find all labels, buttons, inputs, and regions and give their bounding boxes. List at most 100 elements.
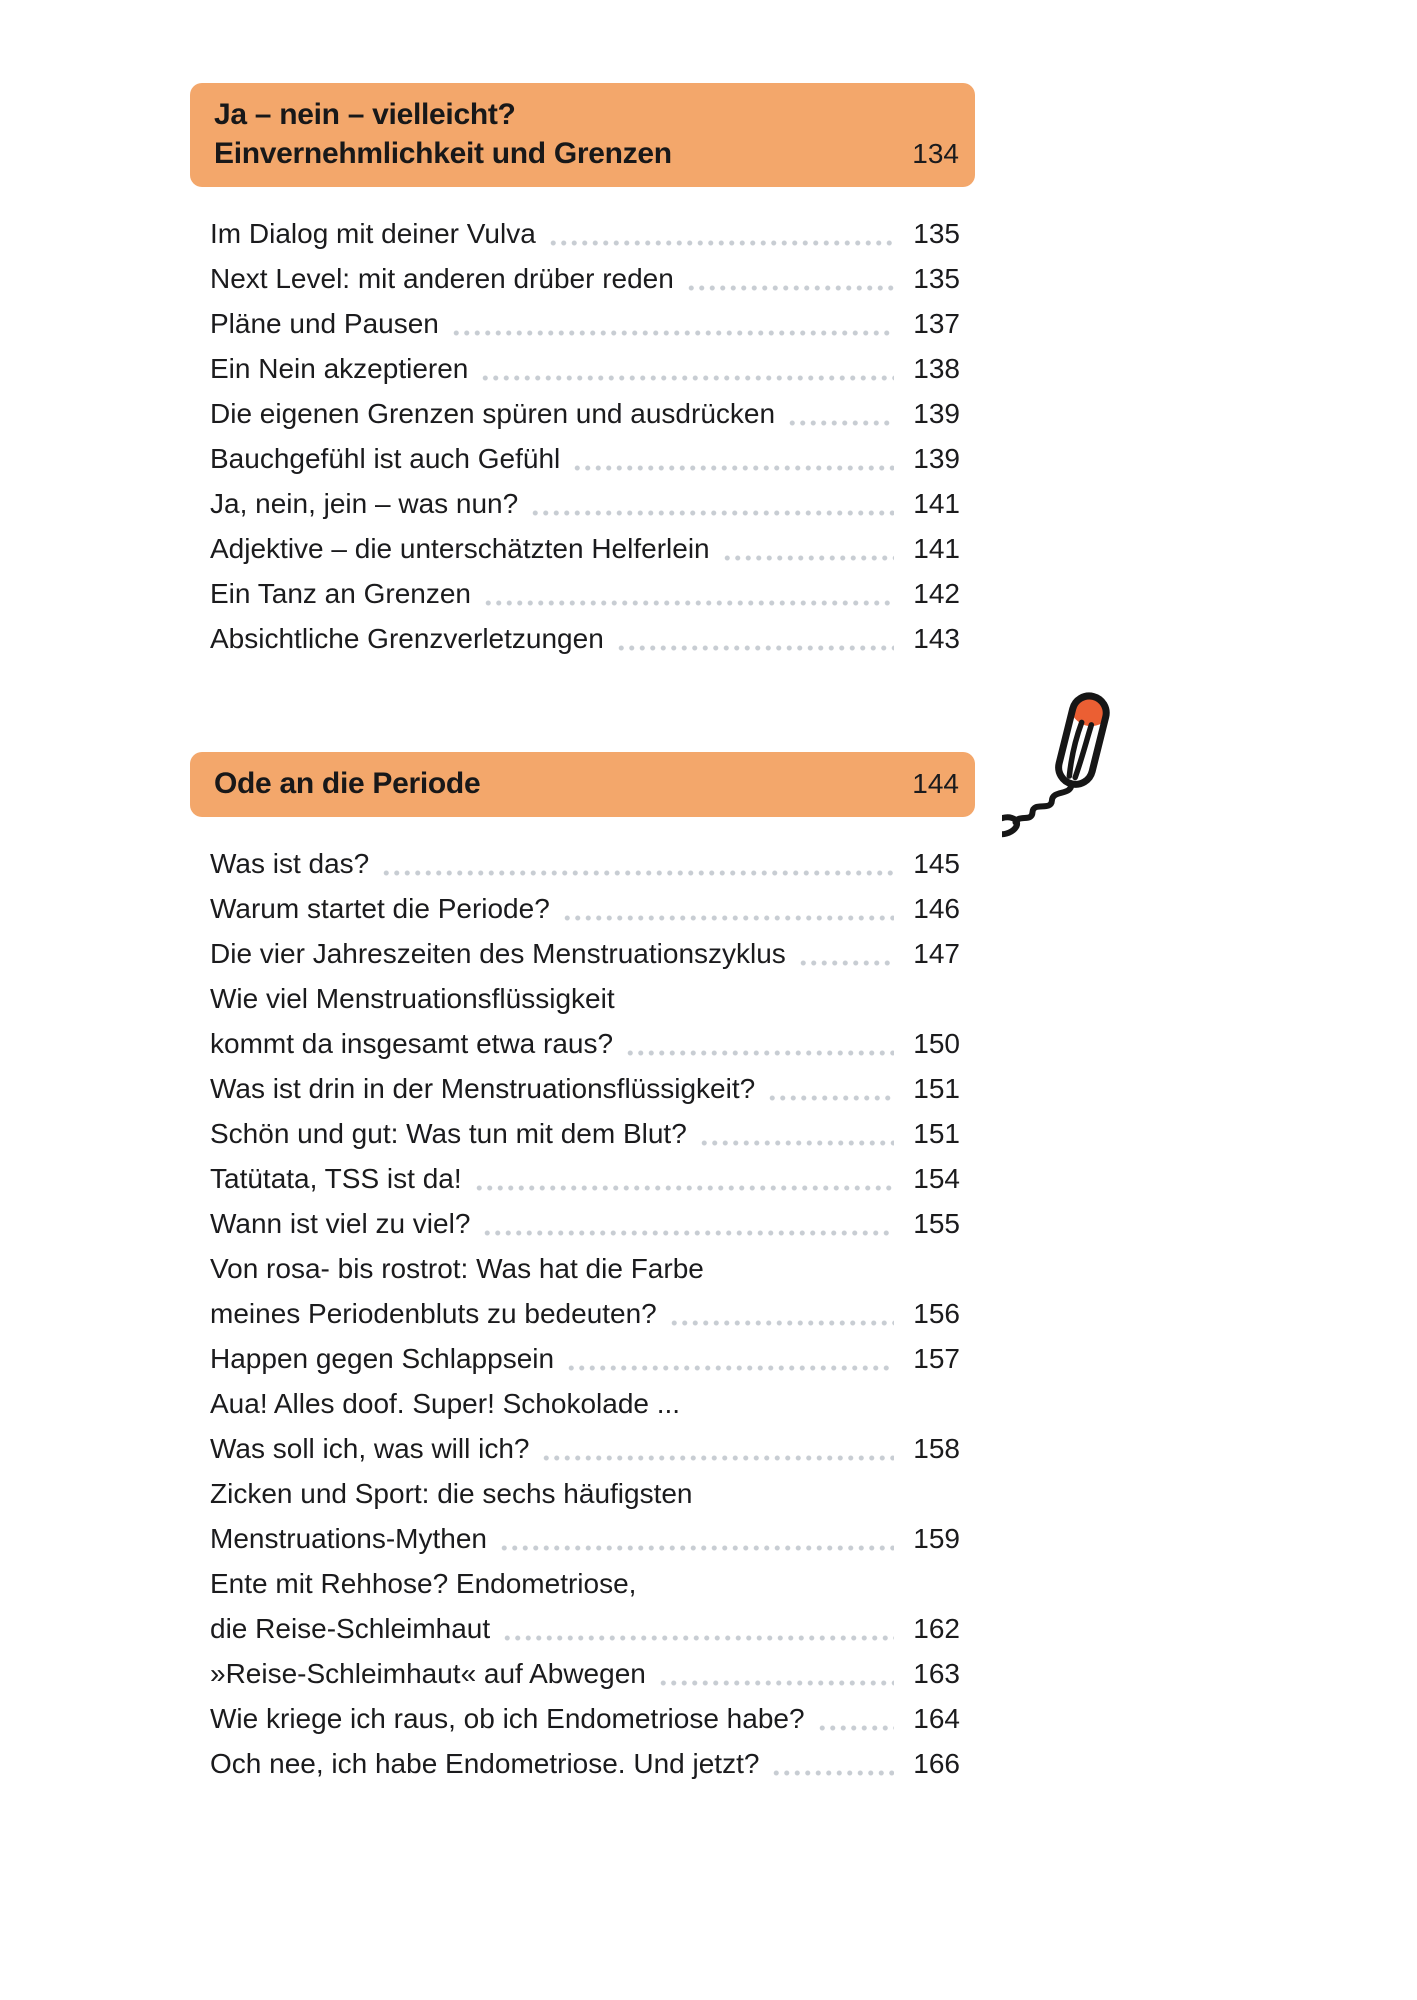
dot-leader <box>381 841 894 886</box>
toc-entry: Die vier Jahreszeiten des Menstruationsz… <box>210 931 960 976</box>
dot-leader <box>482 571 894 616</box>
entry-page-number: 137 <box>913 308 960 339</box>
section-header: Ja – nein – vielleicht? Einvernehmlichkei… <box>190 83 975 187</box>
section-title-line: Ode an die Periode <box>214 767 481 800</box>
dot-leader <box>566 1336 894 1381</box>
entry-page-number: 162 <box>913 1613 960 1644</box>
entry-title: Die vier Jahreszeiten des Menstruationsz… <box>210 938 786 969</box>
toc-section: Ja – nein – vielleicht? Einvernehmlichkei… <box>190 83 975 661</box>
dot-leader <box>499 1516 894 1561</box>
toc-entry: Von rosa- bis rostrot: Was hat die Farbe <box>210 1246 960 1291</box>
toc-entry: meines Periodenbluts zu bedeuten? 156 <box>210 1291 960 1336</box>
dot-leader <box>698 1111 894 1156</box>
toc-entry: Wie viel Menstruationsflüssigkeit <box>210 976 960 1021</box>
dot-leader <box>668 1291 894 1336</box>
toc-entry: Was ist das? 145 <box>210 841 960 886</box>
section-title-line: Ja – nein – vielleicht? <box>214 98 516 131</box>
entry-title: Wie viel Menstruationsflüssigkeit <box>210 983 615 1014</box>
toc-entry: »Reise-Schleimhaut« auf Abwegen 163 <box>210 1651 960 1696</box>
entry-title: Tatütata, TSS ist da! <box>210 1163 462 1194</box>
toc-entry: Zicken und Sport: die sechs häufigsten <box>210 1471 960 1516</box>
section-page-number: 134 <box>912 138 959 169</box>
entry-title: Von rosa- bis rostrot: Was hat die Farbe <box>210 1253 704 1284</box>
toc-section: Ode an die Periode 144 Was ist das? 145 Waru… <box>190 752 975 1786</box>
entry-title: Ja, nein, jein – was nun? <box>210 488 519 519</box>
dot-leader <box>547 211 894 256</box>
entry-page-number: 156 <box>913 1298 960 1329</box>
dot-leader <box>767 1066 894 1111</box>
entry-page-number: 164 <box>913 1703 960 1734</box>
tampon-string <box>1012 780 1075 826</box>
toc-entry: Was soll ich, was will ich? 158 <box>210 1426 960 1471</box>
toc-entry: Menstruations-Mythen 159 <box>210 1516 960 1561</box>
entry-page-number: 155 <box>913 1208 960 1239</box>
entry-title: Im Dialog mit deiner Vulva <box>210 218 536 249</box>
entry-title: Wann ist viel zu viel? <box>210 1208 471 1239</box>
entry-title: Warum startet die Periode? <box>210 893 550 924</box>
entry-title: Adjektive – die unterschätzten Helferlei… <box>210 533 710 564</box>
section-title-line: Einvernehmlichkeit und Grenzen <box>214 137 672 170</box>
dot-leader <box>480 346 894 391</box>
toc-entry: Adjektive – die unterschätzten Helferlei… <box>210 526 960 571</box>
entry-title: Ente mit Rehhose? Endometriose, <box>210 1568 637 1599</box>
entry-page-number: 139 <box>913 443 960 474</box>
toc-entry: Pläne und Pausen 137 <box>210 301 960 346</box>
toc-entry: Schön und gut: Was tun mit dem Blut? 151 <box>210 1111 960 1156</box>
dot-leader <box>502 1606 894 1651</box>
entry-page-number: 154 <box>913 1163 960 1194</box>
entry-title: Was ist drin in der Menstruationsflüssig… <box>210 1073 756 1104</box>
entry-page-number: 141 <box>913 533 960 564</box>
tampon-string-loop <box>1002 814 1021 838</box>
toc-entry: Happen gegen Schlappsein 157 <box>210 1336 960 1381</box>
entry-page-number: 143 <box>913 623 960 654</box>
entry-page-number: 150 <box>913 1028 960 1059</box>
entry-page-number: 142 <box>913 578 960 609</box>
entry-page-number: 135 <box>913 263 960 294</box>
tampon-groove <box>1066 719 1085 779</box>
toc-entry: Tatütata, TSS ist da! 154 <box>210 1156 960 1201</box>
entry-title: kommt da insgesamt etwa raus? <box>210 1028 614 1059</box>
toc-entry: Wie kriege ich raus, ob ich Endometriose… <box>210 1696 960 1741</box>
entry-page-number: 145 <box>913 848 960 879</box>
entry-page-number: 166 <box>913 1748 960 1779</box>
dot-leader <box>721 526 894 571</box>
dot-leader <box>572 436 894 481</box>
entry-page-number: 159 <box>913 1523 960 1554</box>
tampon-tip <box>1072 697 1104 727</box>
tampon-groove <box>1072 722 1095 781</box>
entry-page-number: 157 <box>913 1343 960 1374</box>
toc-entry: Im Dialog mit deiner Vulva 135 <box>210 211 960 256</box>
entry-title: Absichtliche Grenzverletzungen <box>210 623 604 654</box>
entry-title: Och nee, ich habe Endometriose. Und jetz… <box>210 1748 760 1779</box>
entry-title: die Reise-Schleimhaut <box>210 1613 491 1644</box>
dot-leader <box>625 1021 894 1066</box>
dot-leader <box>482 1201 894 1246</box>
toc-entry: die Reise-Schleimhaut 162 <box>210 1606 960 1651</box>
entry-title: Was soll ich, was will ich? <box>210 1433 530 1464</box>
entry-page-number: 147 <box>913 938 960 969</box>
toc-entry: Absichtliche Grenzverletzungen 143 <box>210 616 960 661</box>
dot-leader <box>787 391 894 436</box>
entry-page-number: 139 <box>913 398 960 429</box>
section-page-number: 144 <box>912 768 959 799</box>
dot-leader <box>797 931 894 976</box>
entry-title: Was ist das? <box>210 848 370 879</box>
toc-entry: kommt da insgesamt etwa raus? 150 <box>210 1021 960 1066</box>
dot-leader <box>450 301 894 346</box>
toc-entry: Ein Tanz an Grenzen 142 <box>210 571 960 616</box>
entry-title: Aua! Alles doof. Super! Schokolade ... <box>210 1388 681 1419</box>
toc-entry: Ein Nein akzeptieren 138 <box>210 346 960 391</box>
section-title: Ode an die Periode <box>214 764 907 803</box>
entry-title: Wie kriege ich raus, ob ich Endometriose… <box>210 1703 805 1734</box>
dot-leader <box>473 1156 894 1201</box>
dot-leader <box>541 1426 894 1471</box>
toc-entry: Och nee, ich habe Endometriose. Und jetz… <box>210 1741 960 1786</box>
section-title: Ja – nein – vielleicht? Einvernehmlichkei… <box>214 95 907 173</box>
tampon-icon <box>1002 692 1110 838</box>
toc-entry: Warum startet die Periode? 146 <box>210 886 960 931</box>
entry-page-number: 158 <box>913 1433 960 1464</box>
entry-list: Was ist das? 145 Warum startet die Periode… <box>210 841 960 1786</box>
toc-content: Ja – nein – vielleicht? Einvernehmlichkei… <box>190 83 975 1786</box>
entry-page-number: 141 <box>913 488 960 519</box>
entry-title: »Reise-Schleimhaut« auf Abwegen <box>210 1658 646 1689</box>
